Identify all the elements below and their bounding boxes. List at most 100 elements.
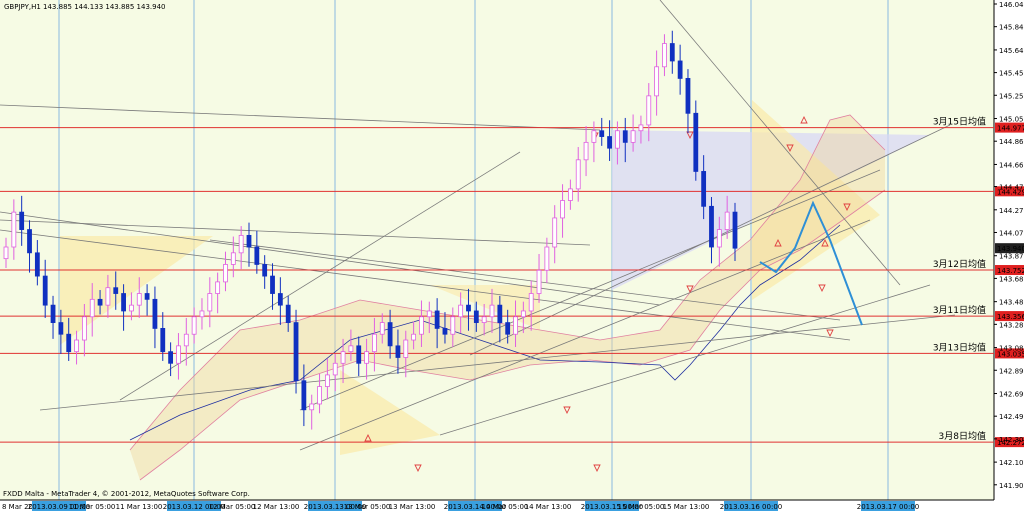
candle-body: [599, 130, 605, 137]
down-arrow-icon: [826, 329, 834, 338]
y-tick-label: 144.860: [999, 138, 1024, 146]
candle-body: [630, 130, 636, 143]
price-level-tag: [995, 348, 1024, 359]
candle-body: [489, 304, 495, 318]
candle-body: [27, 229, 32, 254]
x-tick-label: 2013.03.17 00:00: [857, 503, 919, 511]
y-tick-label: 144.270: [999, 207, 1024, 215]
y-tick-label: 144.470: [999, 184, 1024, 192]
candle-body: [466, 304, 471, 312]
candle-body: [129, 304, 134, 312]
down-arrow-icon: [414, 464, 422, 473]
candle-body: [669, 43, 675, 62]
candle-body: [168, 351, 174, 364]
y-tick-label: 142.495: [999, 413, 1024, 421]
x-date-tag: [585, 501, 639, 511]
y-tick-label: 142.890: [999, 367, 1024, 375]
y-tick-label: 145.450: [999, 70, 1024, 78]
candle-body: [348, 345, 354, 353]
current-price-value: 143.940: [997, 245, 1024, 253]
candle-body: [450, 316, 456, 335]
candle-body: [58, 322, 64, 335]
candle-body: [615, 130, 620, 149]
candle-body: [395, 345, 401, 358]
candle-body: [270, 275, 275, 294]
candle-body: [50, 304, 56, 323]
up-arrow-icon: [821, 238, 829, 247]
candle-body: [544, 246, 550, 271]
price-level-tag: [995, 186, 1024, 197]
trendline: [0, 211, 661, 306]
y-tick-label: 143.085: [999, 345, 1024, 353]
down-arrow-icon: [843, 203, 851, 212]
trendline: [299, 219, 871, 451]
candle-body: [716, 229, 722, 248]
x-tick-label: 12 Mar 13:00: [253, 503, 300, 511]
up-arrow-icon: [800, 115, 808, 124]
candle-body: [113, 287, 119, 294]
y-tick-label: 143.680: [999, 275, 1024, 283]
x-tick-label: 14 Mar 13:00: [525, 503, 572, 511]
candle-body: [528, 293, 534, 312]
candle-body: [74, 339, 79, 353]
down-arrow-icon: [686, 131, 694, 140]
candle-body: [513, 316, 518, 335]
candle-body: [144, 293, 150, 300]
grid: [0, 0, 995, 501]
copyright-text: FXDD Malta - MetaTrader 4, © 2001-2012, …: [3, 490, 250, 498]
candle-body: [293, 322, 299, 382]
x-tick-label: 11 Mar 05:00: [69, 503, 116, 511]
x-date-tag: [724, 501, 778, 511]
down-arrow-icon: [686, 285, 694, 294]
candle-body: [481, 316, 487, 323]
up-arrow-icon: [774, 238, 782, 247]
x-tick-label: 15 Mar 05:00: [618, 503, 665, 511]
candle-body: [701, 171, 707, 207]
candle-body: [646, 95, 652, 126]
candle-body: [505, 322, 511, 335]
candle-body: [379, 322, 385, 335]
candle-body: [356, 345, 362, 364]
candle-body: [458, 304, 464, 318]
y-tick-label: 141.905: [999, 482, 1024, 490]
candle-body: [724, 211, 730, 230]
candle-body: [215, 281, 221, 294]
candle-body: [81, 316, 87, 341]
candle-body: [230, 252, 236, 265]
candle-body: [387, 322, 393, 347]
candle-body: [560, 200, 565, 219]
candle-body: [97, 298, 103, 306]
candle-body: [552, 217, 558, 248]
candle-body: [709, 205, 714, 248]
candle-body: [121, 293, 126, 312]
kijun-line: [129, 224, 841, 441]
candle-body: [19, 211, 25, 230]
candle-body: [677, 60, 683, 79]
candle-body: [66, 333, 72, 353]
senkou-span-a: [129, 114, 886, 451]
trendline: [0, 229, 851, 341]
candle-body: [309, 403, 315, 411]
candle-body: [685, 78, 691, 114]
y-tick-label: 145.255: [999, 92, 1024, 100]
candle-body: [403, 339, 409, 358]
candle-body: [442, 328, 448, 335]
candle-body: [176, 345, 181, 364]
y-tick-label: 143.875: [999, 253, 1024, 261]
candle-body: [105, 287, 111, 306]
level-label: 3月15日均值: [933, 116, 986, 128]
candle-body: [693, 112, 699, 172]
forecast-path: [759, 200, 863, 326]
y-tick-label: 144.660: [999, 161, 1024, 169]
trendline: [0, 219, 591, 246]
x-tick-label: 15 Mar 13:00: [663, 503, 710, 511]
x-tick-label: 2013.03.16 00:00: [720, 503, 782, 511]
x-tick-label: 2013.03.09 00:00: [28, 503, 90, 511]
x-tick-label: 2013.03.14 00:00: [444, 503, 506, 511]
level-label: 3月11日均值: [933, 304, 986, 316]
candle-body: [285, 304, 291, 323]
trendline: [39, 314, 956, 411]
y-tick-label: 145.645: [999, 47, 1024, 55]
